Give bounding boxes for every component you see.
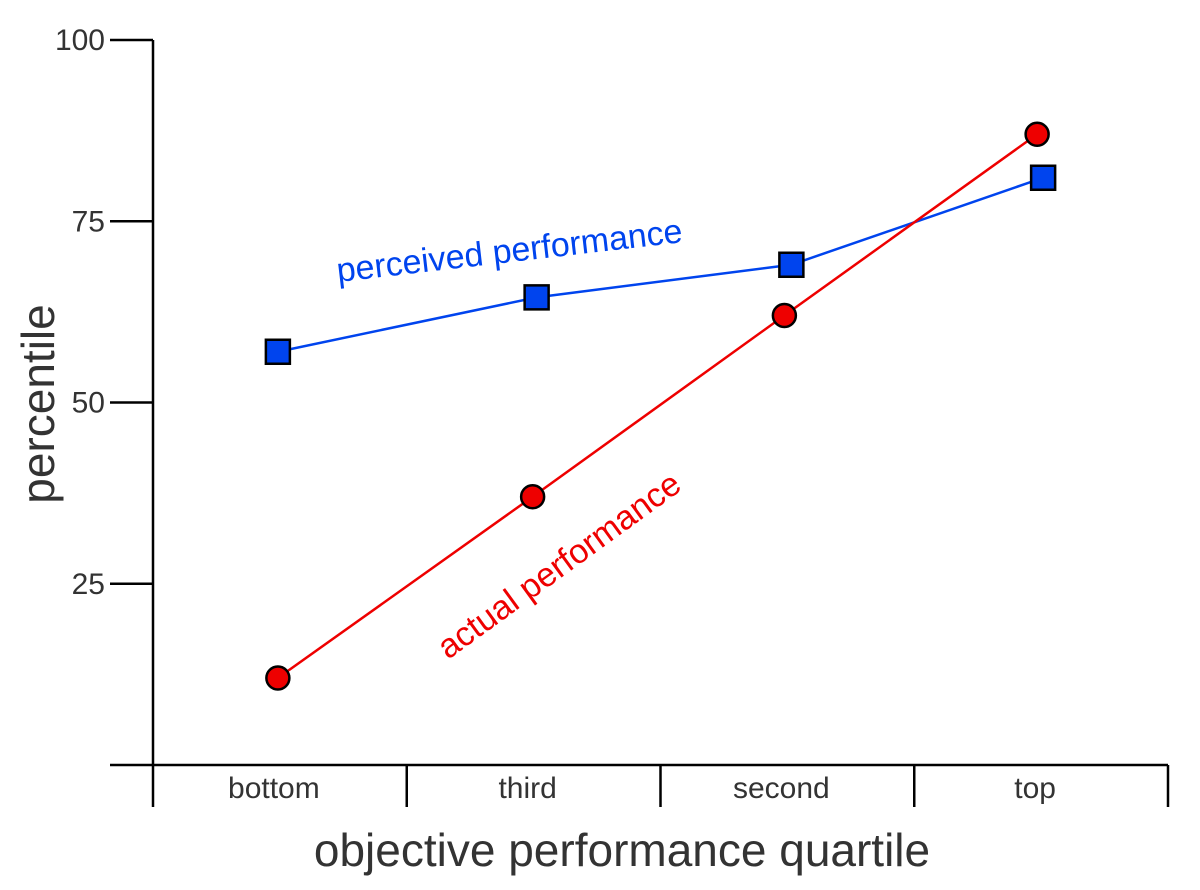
series-label-perceived: perceived performance — [335, 212, 685, 290]
data-point-circle — [771, 302, 798, 329]
data-point-circle — [265, 665, 291, 691]
y-tick-label: 25 — [72, 568, 105, 601]
data-point-square — [778, 251, 805, 278]
y-ticks: 25 50 75 100 — [55, 24, 153, 601]
y-tick-label: 100 — [55, 24, 105, 57]
data-point-square — [523, 284, 550, 311]
y-tick-label: 50 — [72, 387, 105, 420]
series-line — [277, 133, 1038, 680]
x-tick-label: second — [733, 772, 830, 805]
x-ticks: bottom third second top — [151, 765, 1170, 807]
data-point-square — [264, 338, 292, 365]
series-points — [264, 121, 1057, 691]
series-label-actual: actual performance — [430, 465, 688, 667]
y-axis-title: percentile — [12, 304, 64, 503]
data-point-square — [1029, 164, 1057, 191]
y-tick-label: 75 — [72, 205, 105, 238]
x-tick-label: third — [498, 772, 556, 805]
data-point-circle — [519, 484, 546, 510]
data-point-circle — [1024, 121, 1050, 147]
series-lines — [277, 133, 1044, 680]
x-tick-label: top — [1014, 772, 1056, 805]
x-axis-title: objective performance quartile — [314, 824, 930, 876]
x-tick-label: bottom — [228, 772, 320, 805]
